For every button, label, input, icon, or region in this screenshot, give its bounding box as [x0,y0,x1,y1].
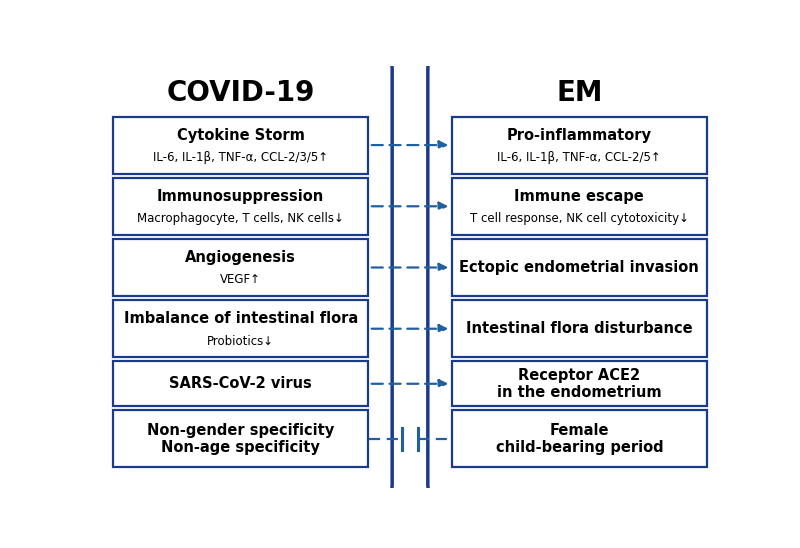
FancyBboxPatch shape [113,178,368,235]
Text: VEGF↑: VEGF↑ [220,273,261,286]
Text: Receptor ACE2
in the endometrium: Receptor ACE2 in the endometrium [497,368,662,400]
Text: Ectopic endometrial invasion: Ectopic endometrial invasion [459,260,699,275]
Text: Immune escape: Immune escape [514,189,644,204]
Text: Female
child-bearing period: Female child-bearing period [495,423,663,455]
Text: Probiotics↓: Probiotics↓ [207,334,274,347]
Text: SARS-CoV-2 virus: SARS-CoV-2 virus [170,376,312,391]
Text: Macrophagocyte, T cells, NK cells↓: Macrophagocyte, T cells, NK cells↓ [138,212,344,225]
FancyBboxPatch shape [452,410,707,467]
Text: Imbalance of intestinal flora: Imbalance of intestinal flora [123,311,358,326]
Text: IL-6, IL-1β, TNF-α, CCL-2/3/5↑: IL-6, IL-1β, TNF-α, CCL-2/3/5↑ [153,151,328,164]
FancyBboxPatch shape [452,178,707,235]
Text: T cell response, NK cell cytotoxicity↓: T cell response, NK cell cytotoxicity↓ [470,212,689,225]
Text: COVID-19: COVID-19 [166,79,315,107]
FancyBboxPatch shape [428,55,731,499]
FancyBboxPatch shape [113,410,368,467]
Text: Cytokine Storm: Cytokine Storm [177,128,305,142]
Text: EM: EM [556,79,602,107]
FancyBboxPatch shape [113,239,368,296]
Text: Non-gender specificity
Non-age specificity: Non-gender specificity Non-age specifici… [147,423,334,455]
Text: IL-6, IL-1β, TNF-α, CCL-2/5↑: IL-6, IL-1β, TNF-α, CCL-2/5↑ [498,151,662,164]
FancyBboxPatch shape [113,117,368,174]
Text: Immunosuppression: Immunosuppression [157,189,324,204]
FancyBboxPatch shape [452,117,707,174]
FancyBboxPatch shape [452,300,707,357]
Text: Angiogenesis: Angiogenesis [186,250,296,265]
FancyBboxPatch shape [113,362,368,406]
Text: Pro-inflammatory: Pro-inflammatory [507,128,652,142]
FancyBboxPatch shape [452,239,707,296]
Text: Intestinal flora disturbance: Intestinal flora disturbance [466,321,693,336]
FancyBboxPatch shape [452,362,707,406]
FancyBboxPatch shape [113,300,368,357]
FancyBboxPatch shape [89,55,392,499]
